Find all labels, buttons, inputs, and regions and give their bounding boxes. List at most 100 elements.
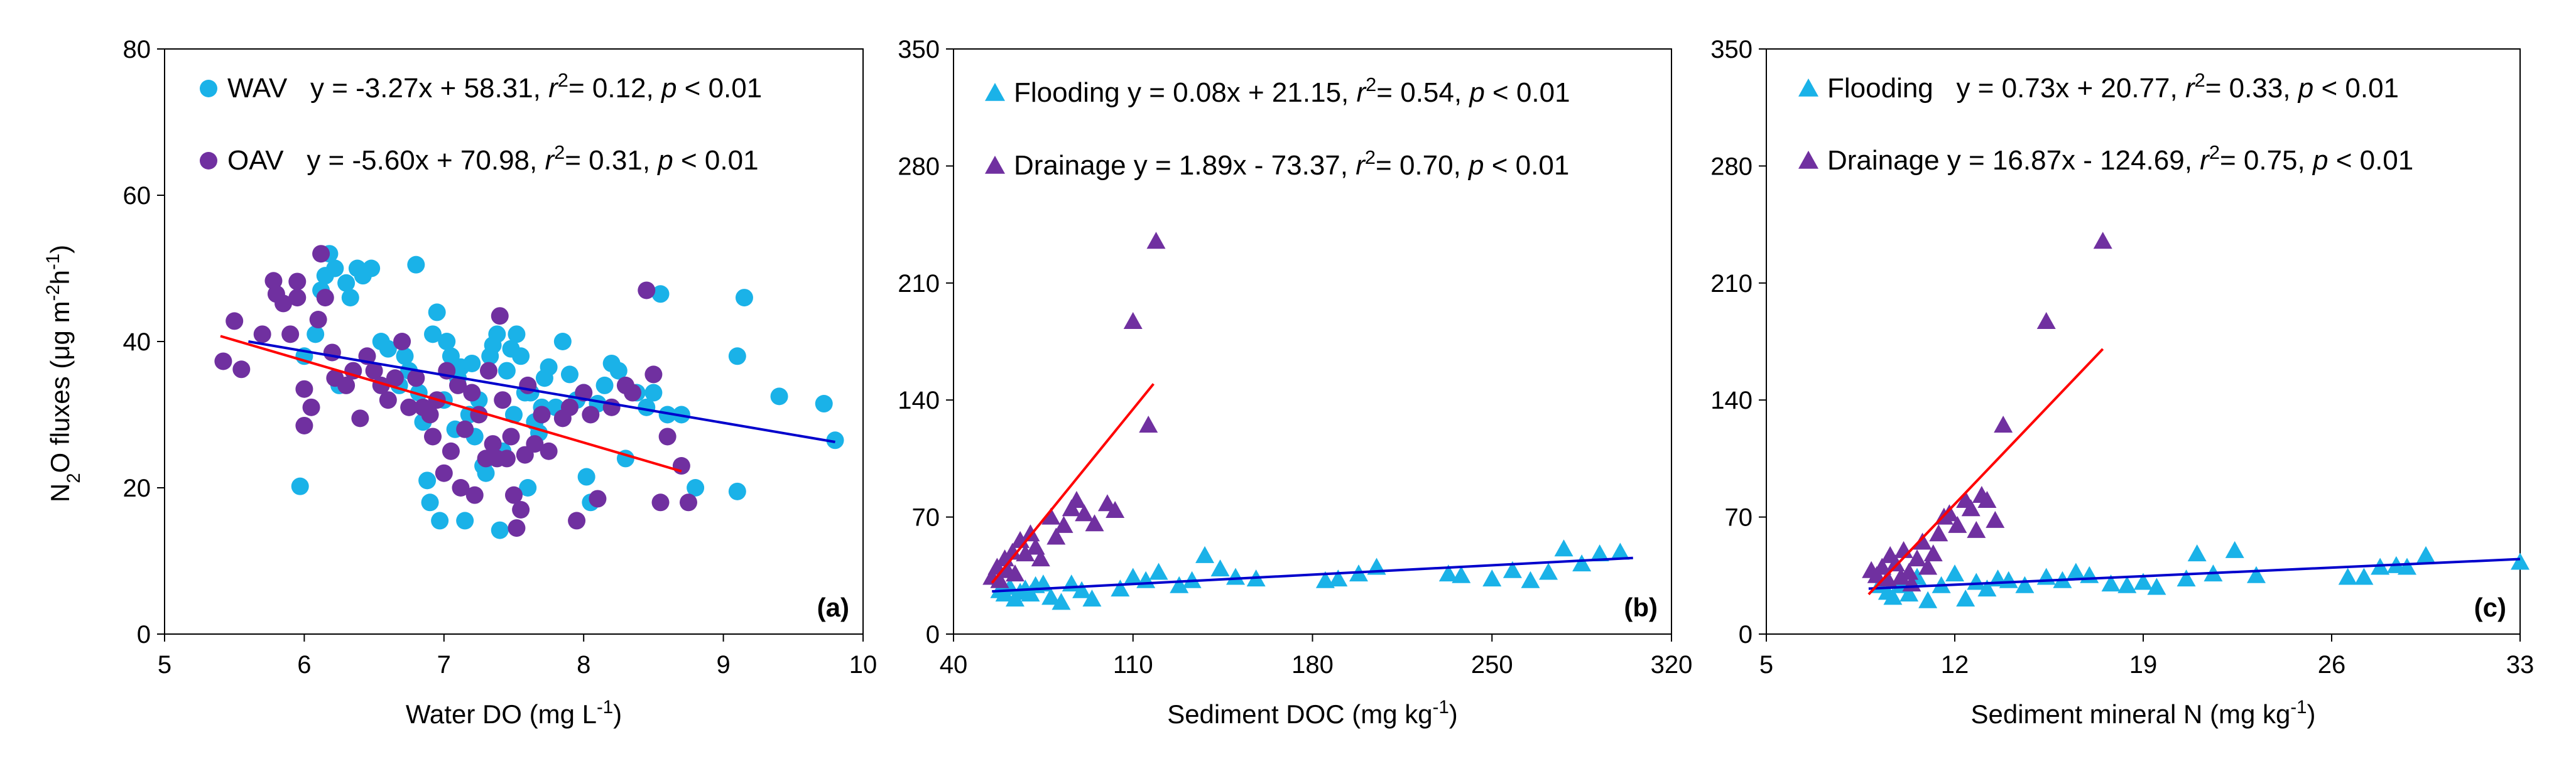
data-point: [326, 259, 344, 277]
data-point: [526, 435, 544, 453]
plot-frame: [1766, 48, 2521, 635]
data-point: [644, 365, 663, 384]
legend-entry: Drainage y = 1.89x - 73.37, r2= 0.70, p …: [1014, 146, 1569, 181]
y-tick-label: 60: [123, 182, 151, 210]
x-tick-label: 8: [577, 651, 590, 679]
data-point: [1123, 568, 1143, 585]
regression-line-flooding: [992, 556, 1633, 593]
data-point: [651, 285, 670, 303]
data-point: [658, 406, 677, 424]
data-point: [428, 303, 446, 321]
y-tick-label: 140: [1710, 387, 1753, 414]
data-point: [1918, 557, 1938, 575]
data-point: [1054, 515, 1073, 533]
data-point: [553, 333, 572, 350]
data-point: [582, 406, 600, 424]
data-point: [595, 376, 614, 394]
data-point: [1891, 568, 1911, 585]
data-point: [672, 457, 690, 475]
x-axis-label: Water DO (mg L-1): [406, 697, 622, 729]
legend-entry: Flooding y = 0.08x + 21.15, r2= 0.54, p …: [1014, 73, 1570, 109]
legend-entry: OAV y = -5.60x + 70.98, r2= 0.31, p < 0.…: [227, 141, 759, 176]
data-point: [508, 519, 526, 537]
data-point: [274, 294, 293, 313]
data-point: [1031, 549, 1050, 567]
data-point: [2225, 541, 2244, 558]
x-tick-label: 180: [1291, 651, 1334, 679]
data-point: [1149, 563, 1168, 580]
data-point: [1945, 564, 1964, 582]
legend-marker: [200, 152, 217, 170]
series-oav: [214, 245, 697, 537]
data-point: [264, 272, 283, 290]
panel-b: 40 110 180 250 320 0 70 140 210 280 350 Sediment DO…: [898, 36, 1692, 729]
data-point: [651, 493, 670, 512]
data-point: [1918, 591, 1938, 608]
data-point: [386, 369, 404, 387]
y-tick-label: 140: [898, 387, 940, 414]
data-point: [1146, 232, 1166, 249]
data-point: [362, 259, 381, 277]
y-tick-label: 0: [1739, 621, 1753, 649]
panel-c: 5 12 19 26 33 0 70 140 210 280 350 Sediment mineral…: [1710, 36, 2534, 729]
data-point: [1195, 546, 1215, 563]
data-point: [337, 274, 356, 292]
data-point: [1977, 490, 1997, 508]
data-point: [728, 347, 746, 365]
data-point: [424, 428, 442, 446]
x-tick-label: 250: [1471, 651, 1513, 679]
legend-entry: Flooding y = 0.73x + 20.77, r2= 0.33, p …: [1827, 69, 2399, 104]
data-point: [815, 395, 833, 413]
data-point: [396, 347, 414, 365]
data-point: [421, 493, 439, 512]
data-point: [624, 384, 642, 402]
data-point: [226, 312, 244, 330]
data-point: [2036, 312, 2056, 330]
data-point: [1315, 571, 1335, 588]
data-point: [431, 512, 449, 530]
data-point: [1967, 520, 1986, 538]
data-point: [1021, 524, 1040, 542]
data-point: [2015, 576, 2035, 593]
data-point: [1956, 589, 1975, 607]
series-drainage: [1862, 232, 2112, 592]
data-point: [638, 398, 656, 416]
data-point: [1977, 579, 1997, 597]
data-point: [1899, 584, 1919, 602]
data-point: [508, 325, 526, 343]
data-point: [491, 521, 509, 539]
x-tick-label: 320: [1651, 651, 1693, 679]
data-point: [1003, 542, 1022, 560]
data-point: [1226, 568, 1246, 585]
x-tick-label: 5: [158, 651, 171, 679]
data-point: [1482, 569, 1502, 587]
data-point: [452, 479, 470, 497]
x-tick-label: 110: [1113, 651, 1153, 679]
data-point: [1908, 549, 1927, 567]
data-point: [2247, 566, 2266, 583]
panel-label: (a): [817, 593, 849, 622]
x-axis-label: Sediment mineral N (mg kg-1): [1971, 697, 2316, 729]
x-tick-label: 40: [940, 651, 968, 679]
data-point: [1005, 564, 1024, 582]
data-point: [1886, 554, 1905, 572]
x-tick-label: 5: [1759, 651, 1773, 679]
data-point: [2080, 566, 2099, 583]
regression-line-flooding: [1868, 557, 2521, 590]
data-point: [1999, 571, 2018, 588]
data-point: [1590, 544, 1609, 562]
data-point: [456, 420, 474, 438]
data-point: [1452, 566, 1471, 583]
x-tick-label: 33: [2506, 651, 2535, 679]
data-point: [1503, 561, 1522, 578]
data-point: [1075, 504, 1094, 522]
y-axis-label: N2O fluxes (μg m-2h-1): [43, 245, 84, 502]
data-point: [505, 406, 523, 424]
data-point: [540, 442, 558, 460]
data-point: [463, 384, 481, 402]
data-point: [2338, 568, 2357, 585]
data-point: [479, 362, 497, 380]
data-point: [418, 471, 437, 490]
data-point: [589, 490, 607, 508]
legend-marker: [985, 83, 1005, 101]
